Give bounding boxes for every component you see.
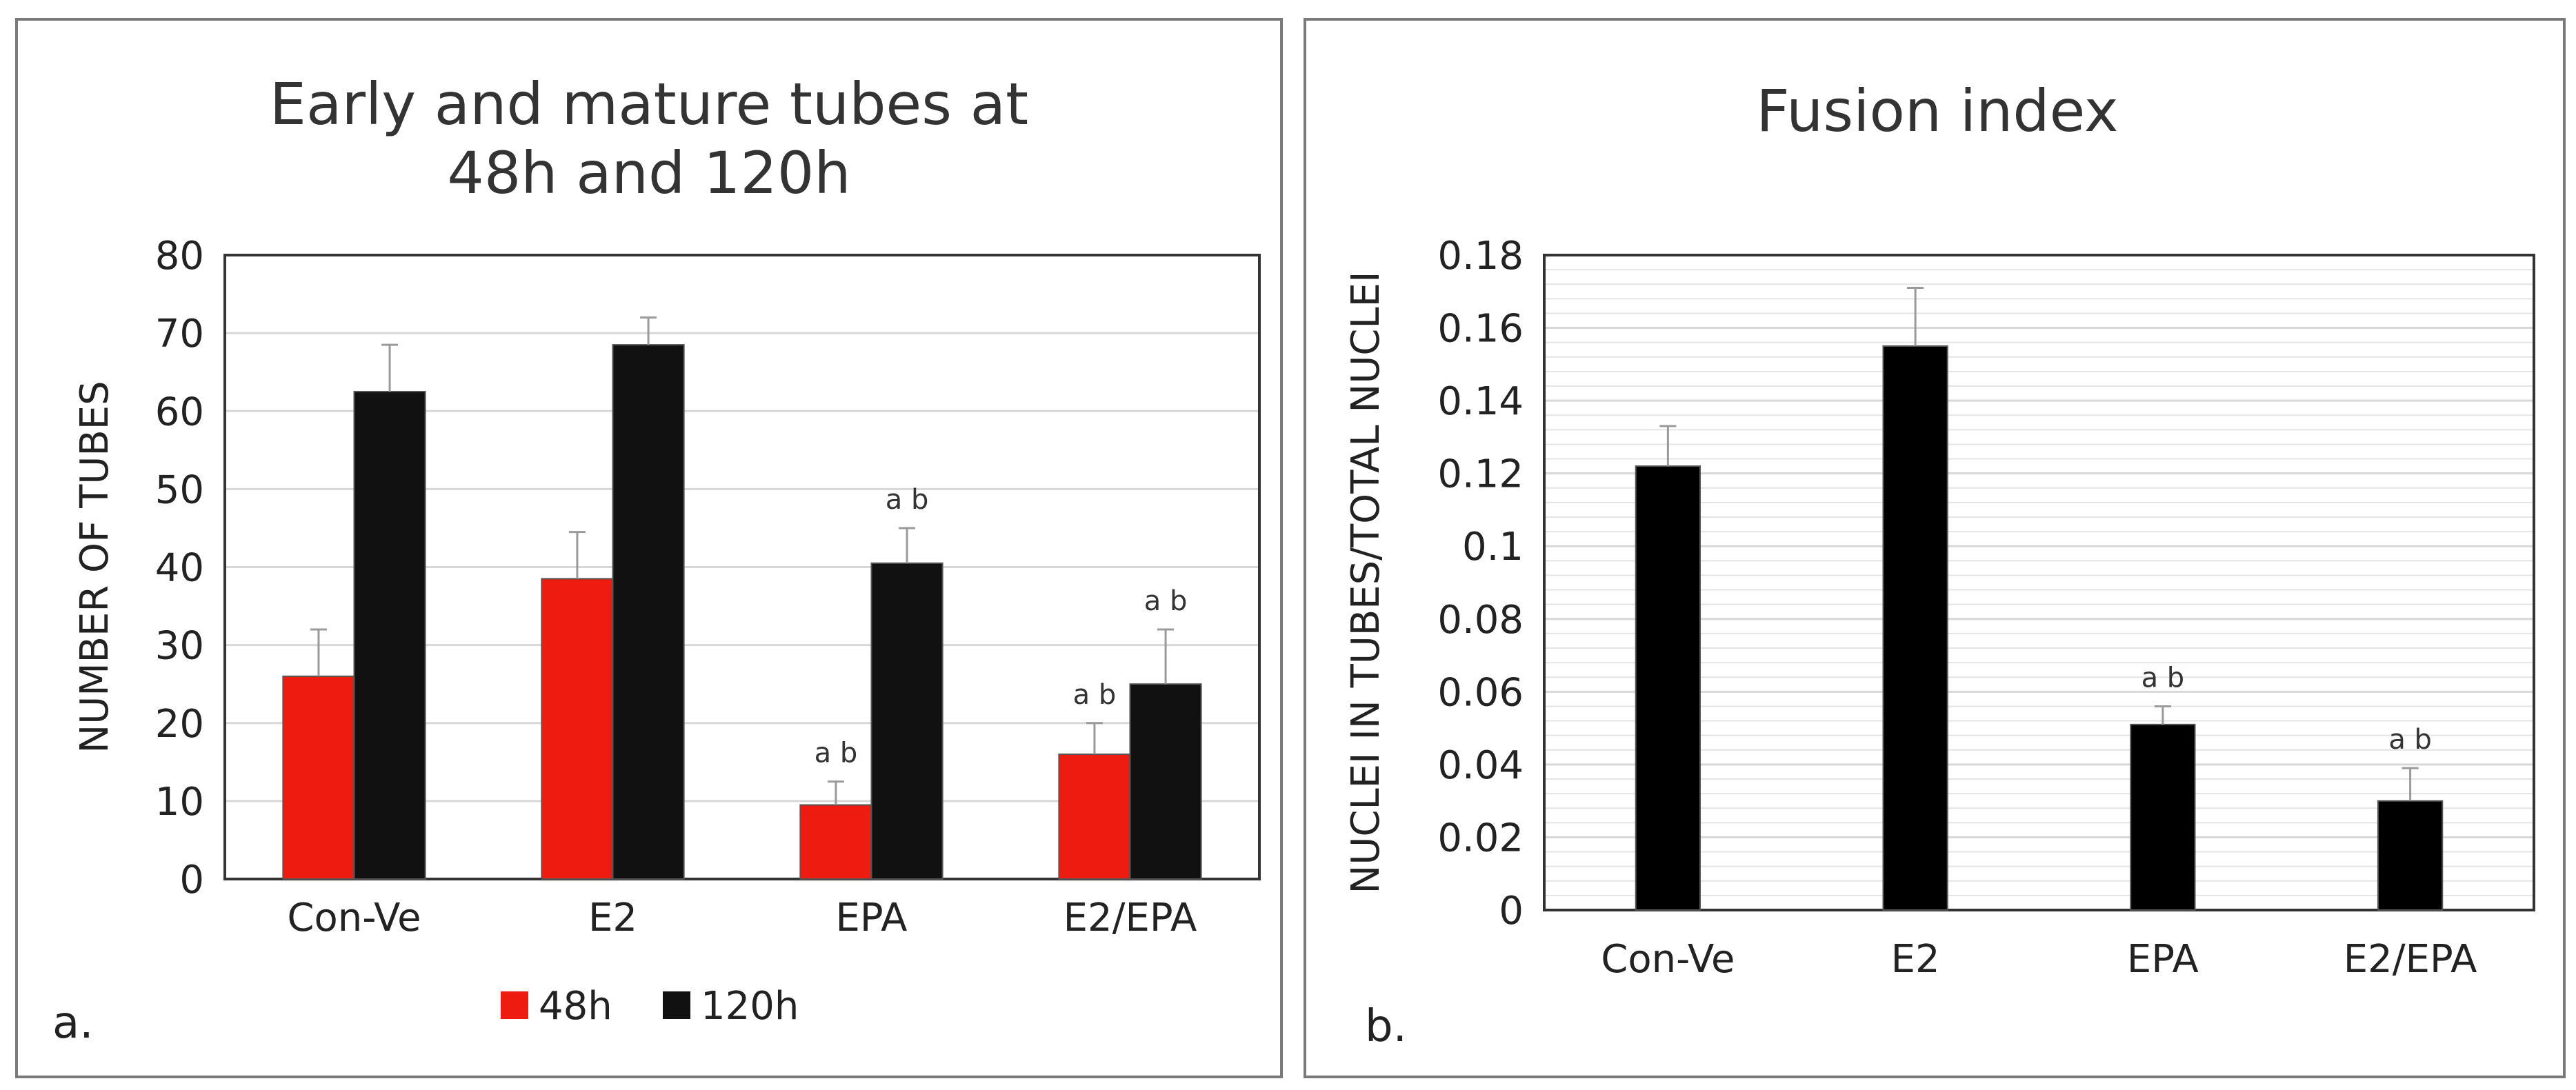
chart-title-line: Fusion index bbox=[1756, 77, 2118, 145]
legend-label: 120h bbox=[701, 984, 799, 1029]
bar bbox=[612, 344, 685, 880]
bar bbox=[1882, 345, 1948, 911]
y-tick-label: 70 bbox=[155, 312, 204, 356]
x-category-label: E2/EPA bbox=[1064, 896, 1197, 940]
y-tick-label: 30 bbox=[155, 624, 204, 669]
y-tick-label: 0.08 bbox=[1437, 598, 1524, 643]
y-axis-label: NUMBER OF TUBES bbox=[72, 381, 117, 753]
y-tick-label: 0 bbox=[179, 858, 204, 902]
y-tick-label: 0.12 bbox=[1437, 452, 1524, 497]
chart-title-line: Early and mature tubes at bbox=[270, 70, 1028, 138]
y-tick-label: 0.1 bbox=[1462, 525, 1524, 569]
y-tick-label: 0.18 bbox=[1437, 234, 1524, 279]
chart-panel-a: Early and mature tubes at 48h and 120h 0 10… bbox=[15, 18, 1283, 1078]
x-category-label: E2 bbox=[588, 896, 637, 940]
y-tick-label: 20 bbox=[155, 702, 204, 747]
y-tick-label: 0.14 bbox=[1437, 379, 1524, 424]
y-tick-label: 10 bbox=[155, 780, 204, 825]
y-tick-label: 80 bbox=[155, 234, 204, 279]
x-category-label: EPA bbox=[836, 896, 908, 940]
panel-label: b. bbox=[1365, 1001, 1407, 1052]
bar bbox=[2377, 800, 2444, 911]
y-axis-label: NUCLEI IN TUBES/TOTAL NUCLEI bbox=[1344, 271, 1388, 894]
plot-area-border bbox=[223, 254, 1261, 880]
legend-swatch bbox=[501, 991, 528, 1019]
bar bbox=[870, 562, 943, 880]
legend-swatch bbox=[663, 991, 690, 1019]
y-tick-label: 0.02 bbox=[1437, 816, 1524, 860]
y-tick-label: 0.16 bbox=[1437, 307, 1524, 352]
chart-b-svg: Fusion index 0 0.02 0.04 0.06 0.08 0.1 0.12 0.14… bbox=[1344, 77, 2535, 1052]
chart-title-line: 48h and 120h bbox=[447, 139, 850, 207]
x-category-label: Con-Ve bbox=[287, 896, 421, 940]
significance-label: a b bbox=[815, 738, 858, 769]
legend-label: 48h bbox=[539, 984, 612, 1029]
bar bbox=[541, 578, 614, 880]
panel-label: a. bbox=[52, 998, 94, 1049]
bar bbox=[1635, 465, 1701, 911]
significance-label: a b bbox=[1073, 679, 1117, 711]
x-category-label: E2/EPA bbox=[2344, 937, 2477, 982]
y-tick-label: 50 bbox=[155, 467, 204, 512]
bar bbox=[1129, 683, 1202, 880]
x-category-label: EPA bbox=[2127, 937, 2199, 982]
x-category-label: E2 bbox=[1891, 937, 1940, 982]
bar bbox=[282, 675, 355, 880]
y-tick-label: 0.04 bbox=[1437, 743, 1524, 788]
y-tick-label: 60 bbox=[155, 390, 204, 434]
significance-label: a b bbox=[886, 484, 929, 516]
significance-label: a b bbox=[2141, 662, 2185, 694]
bar bbox=[1058, 754, 1131, 880]
y-tick-label: 0 bbox=[1499, 889, 1524, 933]
y-tick-label: 40 bbox=[155, 546, 204, 591]
bar bbox=[799, 804, 872, 880]
chart-panel-b: Fusion index 0 0.02 0.04 0.06 0.08 0.1 0.12 0.14… bbox=[1304, 18, 2566, 1078]
x-category-label: Con-Ve bbox=[1601, 937, 1735, 982]
y-tick-label: 0.06 bbox=[1437, 670, 1524, 715]
significance-label: a b bbox=[2388, 724, 2432, 756]
bar bbox=[353, 390, 426, 880]
significance-label: a b bbox=[1144, 585, 1188, 617]
plot-area-border bbox=[1543, 254, 2535, 911]
bar bbox=[2130, 723, 2196, 911]
